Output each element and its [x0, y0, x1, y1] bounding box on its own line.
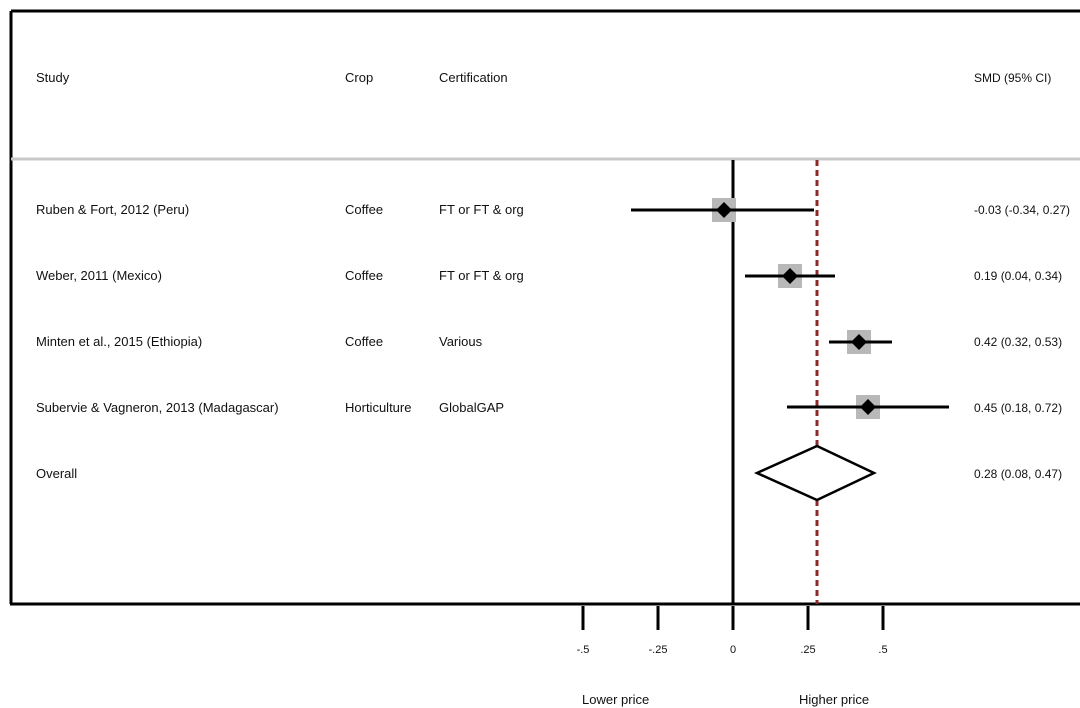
certification-label: FT or FT & org [439, 202, 524, 217]
certification-label: FT or FT & org [439, 268, 524, 283]
overall-diamond [753, 444, 877, 502]
x-tick-label: -.5 [576, 644, 590, 656]
crop-label: Coffee [345, 334, 384, 349]
study-label: Minten et al., 2015 (Ethiopia) [36, 334, 203, 349]
effect-ci-label: 0.19 (0.04, 0.34) [974, 269, 1063, 283]
effect-ci-label: 0.42 (0.32, 0.53) [974, 335, 1063, 349]
header-crop: Crop [345, 70, 374, 85]
study-label: Ruben & Fort, 2012 (Peru) [36, 202, 190, 217]
x-tick-label: .25 [800, 644, 816, 656]
point-estimate-marker [782, 268, 798, 284]
header-certification: Certification [439, 70, 508, 85]
x-tick-label: .5 [878, 644, 888, 656]
overall-label: Overall [36, 466, 78, 481]
certification-label: Various [439, 334, 483, 349]
crop-label: Coffee [345, 268, 384, 283]
overall-ci-label: 0.28 (0.08, 0.47) [974, 467, 1063, 481]
point-estimate-marker [860, 399, 876, 415]
point-estimate-marker [851, 334, 867, 350]
crop-label: Coffee [345, 202, 384, 217]
lower-price-label: Lower price [582, 692, 650, 707]
study-label: Weber, 2011 (Mexico) [36, 268, 162, 283]
x-tick-label: -.25 [648, 644, 668, 656]
study-label: Subervie & Vagneron, 2013 (Madagascar) [36, 400, 279, 415]
effect-ci-label: -0.03 (-0.34, 0.27) [974, 203, 1071, 217]
certification-label: GlobalGAP [439, 400, 505, 415]
crop-label: Horticulture [345, 400, 412, 415]
header-study: Study [36, 70, 70, 85]
header-effect: SMD (95% CI) [974, 71, 1052, 85]
effect-ci-label: 0.45 (0.18, 0.72) [974, 401, 1063, 415]
x-tick-label: 0 [729, 644, 737, 656]
higher-price-label: Higher price [799, 692, 870, 707]
point-estimate-marker [716, 202, 732, 218]
